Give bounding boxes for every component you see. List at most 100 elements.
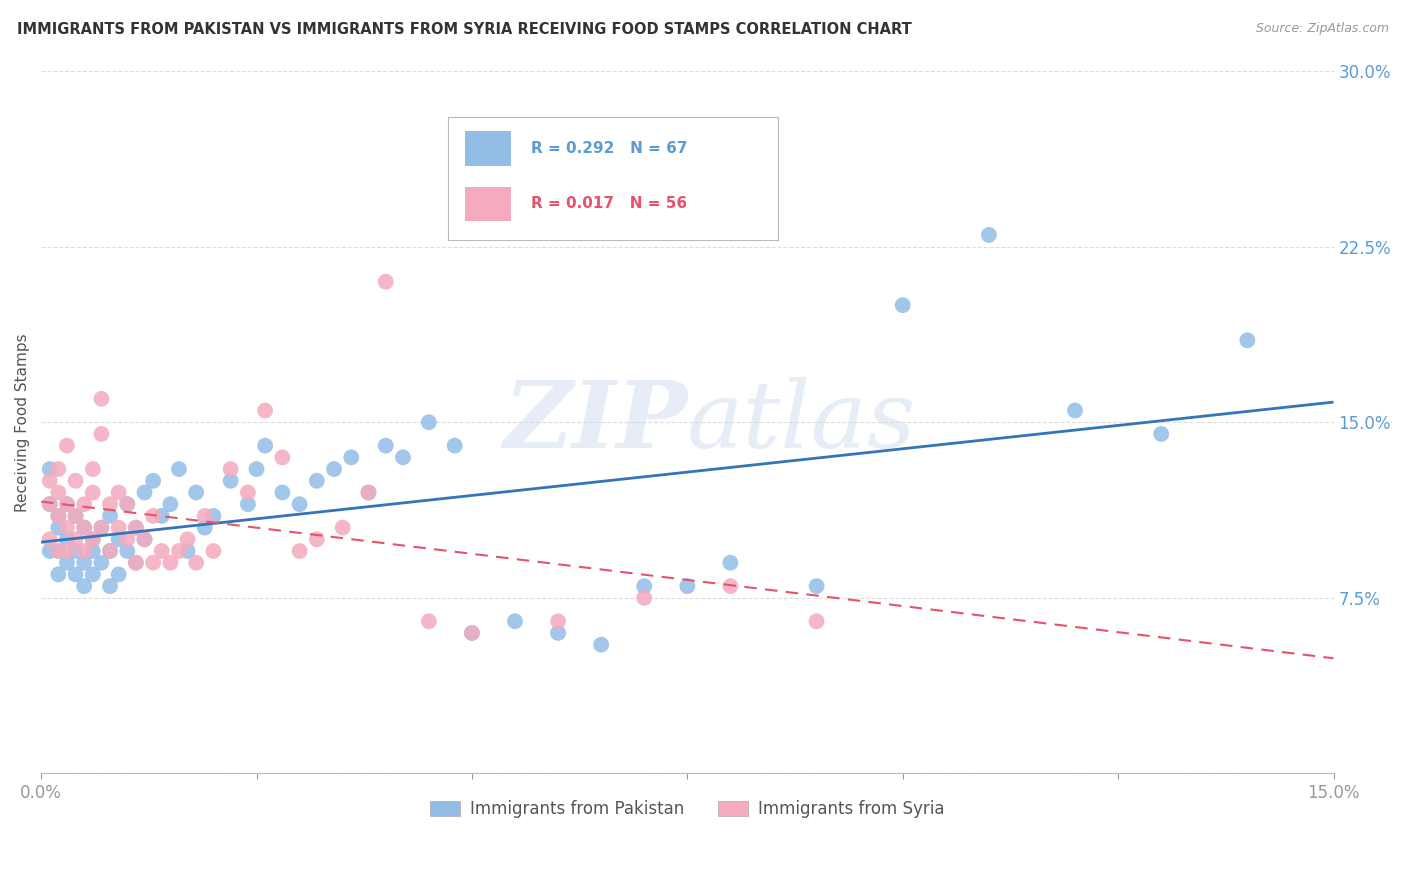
Point bbox=[340, 450, 363, 465]
Point bbox=[374, 275, 396, 289]
Point bbox=[65, 544, 87, 558]
Point bbox=[271, 450, 294, 465]
Point bbox=[98, 579, 121, 593]
Point bbox=[107, 520, 129, 534]
Point bbox=[186, 556, 208, 570]
Point bbox=[98, 508, 121, 523]
Point bbox=[73, 579, 96, 593]
Point bbox=[38, 474, 60, 488]
Point bbox=[56, 497, 79, 511]
Point bbox=[633, 579, 655, 593]
Point bbox=[806, 579, 828, 593]
Point bbox=[194, 520, 217, 534]
Point bbox=[977, 227, 1000, 242]
Point bbox=[159, 556, 181, 570]
Point bbox=[98, 497, 121, 511]
Point bbox=[159, 497, 181, 511]
Point bbox=[461, 626, 484, 640]
Point bbox=[65, 474, 87, 488]
Point bbox=[98, 544, 121, 558]
Point bbox=[547, 626, 569, 640]
Point bbox=[357, 485, 380, 500]
Point bbox=[150, 544, 173, 558]
Point bbox=[219, 462, 242, 476]
Point bbox=[46, 508, 69, 523]
Point bbox=[176, 533, 198, 547]
Point bbox=[73, 520, 96, 534]
Point bbox=[125, 556, 148, 570]
Point bbox=[236, 497, 259, 511]
Point bbox=[305, 533, 328, 547]
Point bbox=[633, 591, 655, 605]
Point bbox=[107, 533, 129, 547]
Point bbox=[73, 556, 96, 570]
Point bbox=[194, 508, 217, 523]
Point bbox=[82, 485, 104, 500]
Point bbox=[82, 533, 104, 547]
Text: IMMIGRANTS FROM PAKISTAN VS IMMIGRANTS FROM SYRIA RECEIVING FOOD STAMPS CORRELAT: IMMIGRANTS FROM PAKISTAN VS IMMIGRANTS F… bbox=[17, 22, 911, 37]
Point bbox=[591, 638, 613, 652]
Point bbox=[418, 415, 440, 429]
Point bbox=[503, 614, 526, 628]
Point bbox=[323, 462, 346, 476]
Point bbox=[90, 520, 112, 534]
Point bbox=[65, 567, 87, 582]
Point bbox=[288, 497, 311, 511]
Point bbox=[46, 462, 69, 476]
Point bbox=[357, 485, 380, 500]
Point bbox=[718, 579, 741, 593]
Point bbox=[82, 462, 104, 476]
Point bbox=[167, 462, 190, 476]
Point bbox=[117, 533, 139, 547]
Point bbox=[443, 439, 465, 453]
Point bbox=[142, 508, 165, 523]
Point bbox=[38, 497, 60, 511]
Point bbox=[38, 497, 60, 511]
Point bbox=[56, 520, 79, 534]
Point bbox=[219, 474, 242, 488]
Point bbox=[107, 485, 129, 500]
Point bbox=[718, 556, 741, 570]
Point bbox=[65, 508, 87, 523]
Point bbox=[90, 556, 112, 570]
Point bbox=[202, 508, 225, 523]
Point bbox=[46, 520, 69, 534]
Point bbox=[418, 614, 440, 628]
Point bbox=[374, 439, 396, 453]
Point bbox=[176, 544, 198, 558]
Point bbox=[107, 567, 129, 582]
Point bbox=[1236, 334, 1258, 348]
Point bbox=[56, 439, 79, 453]
Point bbox=[891, 298, 914, 312]
Point bbox=[38, 533, 60, 547]
Text: Source: ZipAtlas.com: Source: ZipAtlas.com bbox=[1256, 22, 1389, 36]
Point bbox=[461, 626, 484, 640]
Point bbox=[82, 533, 104, 547]
Point bbox=[56, 544, 79, 558]
Legend: Immigrants from Pakistan, Immigrants from Syria: Immigrants from Pakistan, Immigrants fro… bbox=[423, 794, 950, 825]
Point bbox=[125, 520, 148, 534]
Point bbox=[56, 533, 79, 547]
Point bbox=[46, 508, 69, 523]
Point bbox=[38, 462, 60, 476]
Point bbox=[271, 485, 294, 500]
Point bbox=[392, 450, 415, 465]
Point bbox=[547, 614, 569, 628]
Point bbox=[142, 474, 165, 488]
Point bbox=[806, 614, 828, 628]
Point bbox=[134, 485, 156, 500]
Point bbox=[202, 544, 225, 558]
Point bbox=[254, 403, 277, 417]
Point bbox=[90, 392, 112, 406]
Point bbox=[134, 533, 156, 547]
Text: ZIP: ZIP bbox=[503, 377, 688, 467]
Point bbox=[167, 544, 190, 558]
Y-axis label: Receiving Food Stamps: Receiving Food Stamps bbox=[15, 333, 30, 511]
Point bbox=[332, 520, 354, 534]
Point bbox=[73, 497, 96, 511]
Point bbox=[288, 544, 311, 558]
Point bbox=[46, 544, 69, 558]
Point bbox=[245, 462, 267, 476]
Point bbox=[1064, 403, 1087, 417]
Point bbox=[73, 520, 96, 534]
